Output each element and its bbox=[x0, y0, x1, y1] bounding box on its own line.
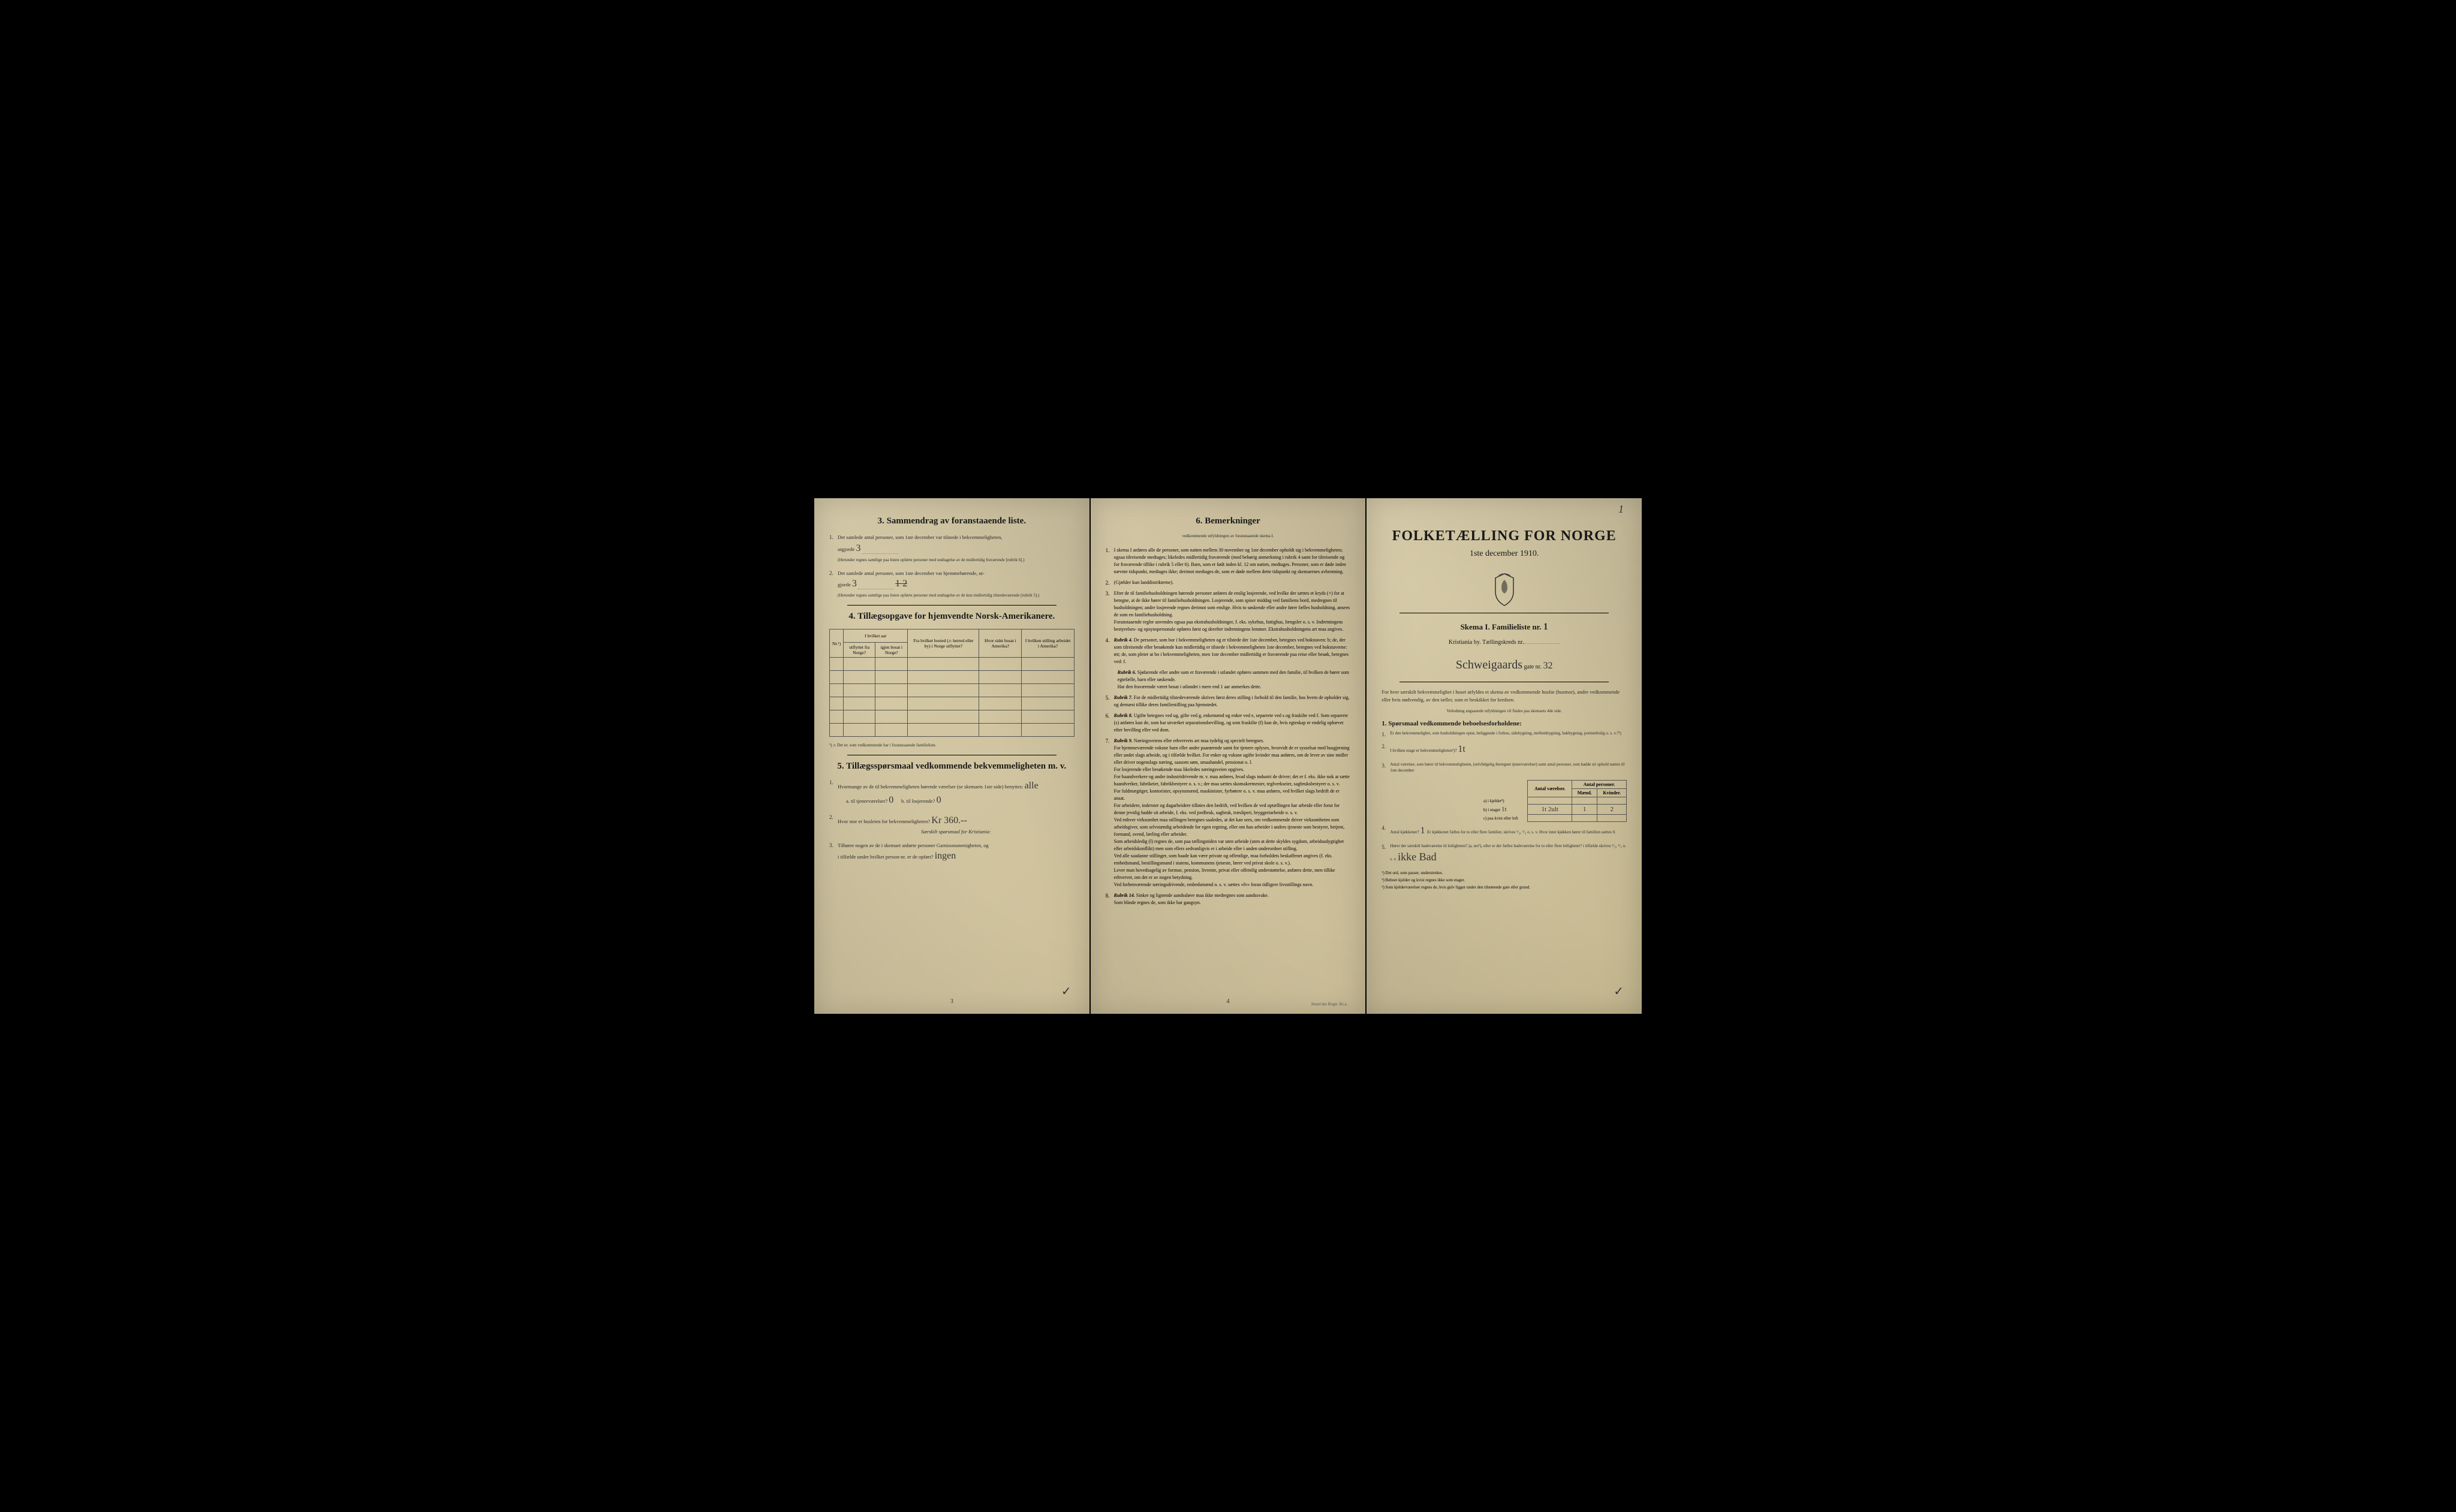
section4-title: 4. Tillægsopgave for hjemvendte Norsk-Am… bbox=[829, 612, 1074, 622]
footnote-2: ²) Beboet kjelder og kvist regnes ikke s… bbox=[1382, 878, 1627, 882]
footnote-1: ¹) Det ord, som passer, understrekes. bbox=[1382, 871, 1627, 875]
census-date: 1ste december 1910. bbox=[1382, 549, 1627, 559]
section4-footnote: ¹) ɔ: Det nr. som vedkommende har i fora… bbox=[829, 743, 1074, 749]
q1-4: 4.Antal kjøkkener? 1 Er kjøkkenet fælles… bbox=[1382, 824, 1627, 838]
rubrik-8: 6.Rubrik 8. Ugifte betegnes ved ug, gift… bbox=[1106, 712, 1351, 734]
section5-q3: 3. Tilhører nogen av de i skemaet anført… bbox=[829, 842, 1074, 864]
checkmark-icon: ✓ bbox=[1061, 984, 1072, 999]
intro-text: For hver særskilt bekvemmelighet i huset… bbox=[1382, 688, 1627, 704]
intro-note: Veiledning angaaende utfyldningen vil fi… bbox=[1382, 709, 1627, 715]
item-2: 2.(Gjælder kun landdistrikterne). bbox=[1106, 579, 1351, 586]
coat-of-arms-icon bbox=[1489, 571, 1519, 607]
table-row bbox=[830, 684, 1074, 697]
q1-1: 1.Er den bekvemmelighet, som husholdning… bbox=[1382, 731, 1627, 737]
item-1: 1.I skema I anføres alle de personer, so… bbox=[1106, 547, 1351, 576]
q1-2: 2.I hvilken etage er bekvemmeligheten²)?… bbox=[1382, 743, 1627, 756]
table-row: c) paa kvist eller loft bbox=[1480, 815, 1627, 822]
page-number: 4 bbox=[1227, 998, 1230, 1005]
page-number: 3 bbox=[950, 998, 953, 1005]
q1-5: 5.Hører der særskilt badeværelse til lei… bbox=[1382, 844, 1627, 865]
rubrik-7: 5.Rubrik 7. For de midlertidig tilstedev… bbox=[1106, 694, 1351, 709]
section3-q2: 2. Det samlede antal personer, som 1ste … bbox=[829, 570, 1074, 600]
section5-q2: 2. Hvor stor er husleien for bekvemmelig… bbox=[829, 814, 1074, 836]
checkmark-icon: ✓ bbox=[1614, 984, 1624, 999]
table-row bbox=[830, 710, 1074, 724]
q1-value: 3 bbox=[856, 541, 860, 556]
table-row: b) i etager 1t 1t 2ult 1 2 bbox=[1480, 805, 1627, 815]
q1-heading: 1. Spørsmaal vedkommende beboelsesforhol… bbox=[1382, 720, 1627, 727]
by-line: Kristiania by. Tællingskreds nr. bbox=[1382, 637, 1627, 648]
section3-q1: 1. Det samlede antal personer, som 1ste … bbox=[829, 534, 1074, 564]
table-row bbox=[830, 697, 1074, 710]
rubrik-14: 8.Rubrik 14. Sinker og lignende aandsslø… bbox=[1106, 892, 1351, 906]
q2-value: 3 bbox=[852, 577, 857, 591]
item-3: 3.Efter de til familiehusholdningen høre… bbox=[1106, 590, 1351, 633]
census-document: 3. Sammendrag av foranstaaende liste. 1.… bbox=[814, 498, 1642, 1014]
page-middle: 6. Bemerkninger vedkommende utfyldningen… bbox=[1091, 498, 1366, 1014]
section6-title: 6. Bemerkninger bbox=[1106, 516, 1351, 526]
top-annotation: 1 bbox=[1618, 503, 1624, 516]
census-title: FOLKETÆLLING FOR NORGE bbox=[1382, 528, 1627, 544]
section5-title: 5. Tillægsspørsmaal vedkommende bekvemme… bbox=[829, 761, 1074, 772]
section3-title: 3. Sammendrag av foranstaaende liste. bbox=[829, 516, 1074, 526]
rubrik-9: 7.Rubrik 9. Næringsveiens eller erhverve… bbox=[1106, 737, 1351, 888]
table-row bbox=[830, 658, 1074, 671]
divider bbox=[847, 605, 1057, 606]
printer-mark: Steen'ske Bogtr. Kr.a. bbox=[1311, 1002, 1348, 1007]
skema-label: Skema I. Familieliste nr. 1 bbox=[1382, 622, 1627, 632]
amerikanere-table: Nr.¹) I hvilket aar Fra hvilket bosted (… bbox=[829, 629, 1074, 737]
address-line: Schweigaards gate nr. 32 bbox=[1382, 654, 1627, 676]
table-row bbox=[830, 671, 1074, 684]
q1-3: 3.Antal værelser, som hører til bekvemme… bbox=[1382, 762, 1627, 774]
page-right: 1 FOLKETÆLLING FOR NORGE 1ste december 1… bbox=[1367, 498, 1642, 1014]
footnote-3: ³) Som kjelderværelser regnes de, hvis g… bbox=[1382, 885, 1627, 890]
page-left: 3. Sammendrag av foranstaaende liste. 1.… bbox=[814, 498, 1089, 1014]
table-row bbox=[830, 724, 1074, 737]
rubrik-4: 4.Rubrik 4. De personer, som bor i bekve… bbox=[1106, 637, 1351, 665]
rooms-table: Antal værelser. Antal personer. Mænd. Kv… bbox=[1480, 780, 1627, 822]
section6-subtitle: vedkommende utfyldningen av foranstaaend… bbox=[1106, 534, 1351, 540]
section5-q1: 1. Hvormange av de til bekvemmeligheten … bbox=[829, 779, 1074, 808]
table-row: a) i kjelder³) bbox=[1480, 797, 1627, 805]
rubrik-6: Rubrik 6. Sjøfarende eller andre som er … bbox=[1118, 669, 1351, 691]
